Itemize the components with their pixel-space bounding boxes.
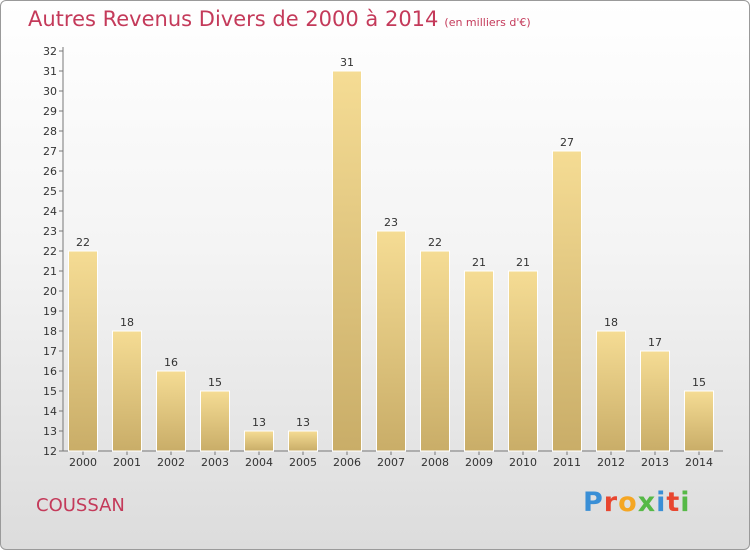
x-tick-label: 2014 [685,456,713,469]
chart-title: Autres Revenus Divers de 2000 à 2014 (en … [28,7,531,31]
x-tick-label: 2001 [113,456,141,469]
bar [596,330,626,452]
bar [684,390,714,452]
logo-letter: r [603,487,619,518]
place-name: COUSSAN [36,495,125,516]
bar-value-label: 16 [164,356,178,369]
bar-value-label: 27 [560,136,574,149]
bar-value-label: 21 [472,256,486,269]
bar-value-label: 18 [120,316,134,329]
y-tick-label: 32 [43,45,57,58]
proxiti-logo[interactable]: Proxiti [583,487,691,518]
x-tick-label: 2010 [509,456,537,469]
logo-letter: i [656,487,667,518]
y-tick-label: 15 [43,385,57,398]
y-tick-label: 13 [43,425,57,438]
bar-value-label: 13 [296,416,310,429]
bar [376,230,406,452]
bar-value-label: 13 [252,416,266,429]
bar [156,370,186,452]
bar [508,270,538,452]
y-tick-label: 19 [43,305,57,318]
chart-subtitle: (en milliers d'€) [444,16,531,29]
y-tick-label: 23 [43,225,57,238]
bars: 22 18 16 15 13 13 31 23 22 21 21 27 18 17 15 [68,56,714,452]
bar [244,430,274,452]
bar-value-label: 17 [648,336,662,349]
x-tick-label: 2005 [289,456,317,469]
bar-value-label: 18 [604,316,618,329]
x-tick-label: 2013 [641,456,669,469]
x-tick-label: 2007 [377,456,405,469]
x-tick-label: 2008 [421,456,449,469]
chart-title-text: Autres Revenus Divers de 2000 à 2014 [28,7,439,31]
y-tick-label: 25 [43,185,57,198]
bar-value-label: 31 [340,56,354,69]
bar [332,70,362,452]
y-tick-label: 20 [43,285,57,298]
y-tick-label: 26 [43,165,57,178]
bar-value-label: 15 [692,376,706,389]
y-tick-label: 28 [43,125,57,138]
x-tick-label: 2003 [201,456,229,469]
bar-value-label: 23 [384,216,398,229]
y-tick-label: 29 [43,105,57,118]
x-tick-label: 2009 [465,456,493,469]
x-tick-label: 2006 [333,456,361,469]
x-tick-label: 2012 [597,456,625,469]
bar [68,250,98,452]
bar-value-label: 21 [516,256,530,269]
y-tick-label: 14 [43,405,57,418]
y-tick-label: 30 [43,85,57,98]
x-tick-label: 2000 [69,456,97,469]
logo-letter: t [666,487,681,518]
x-tick-label: 2011 [553,456,581,469]
logo-letter: o [618,487,638,518]
logo-letter: x [637,487,657,518]
y-tick-label: 17 [43,345,57,358]
y-tick-label: 27 [43,145,57,158]
bar-value-label: 22 [428,236,442,249]
bar [420,250,450,452]
x-tick-label: 2004 [245,456,273,469]
y-tick-label: 12 [43,445,57,458]
bar [552,150,582,452]
logo-letter: i [680,487,691,518]
y-tick-label: 16 [43,365,57,378]
y-tick-label: 24 [43,205,57,218]
bar-value-label: 22 [76,236,90,249]
y-tick-label: 18 [43,325,57,338]
bar [464,270,494,452]
y-tick-label: 22 [43,245,57,258]
axes: 12 13 14 15 16 17 18 19 20 21 22 23 24 25 26 27 28 29 30 31… [43,45,723,469]
bar [288,430,318,452]
logo-letter: P [583,487,604,518]
x-tick-label: 2002 [157,456,185,469]
bar [200,390,230,452]
bar-value-label: 15 [208,376,222,389]
bar [112,330,142,452]
bar [640,350,670,452]
y-tick-label: 21 [43,265,57,278]
y-tick-label: 31 [43,65,57,78]
